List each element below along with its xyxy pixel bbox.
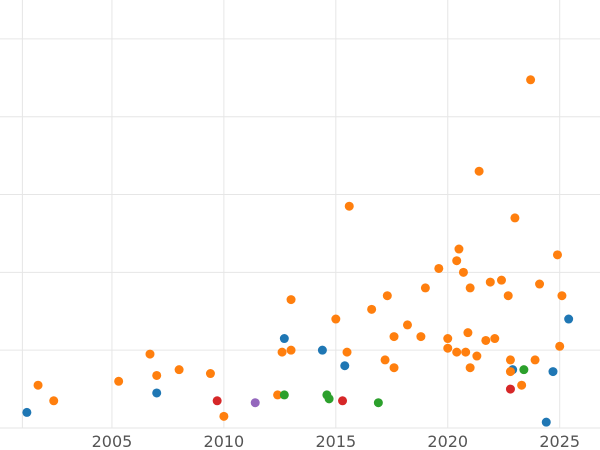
data-point-orange <box>389 363 399 373</box>
data-point-orange <box>517 380 527 390</box>
data-point-orange <box>49 396 59 406</box>
data-point-orange <box>530 355 540 365</box>
data-point-orange <box>485 277 495 287</box>
data-point-red <box>212 396 222 406</box>
data-point-orange <box>367 304 377 314</box>
data-point-orange <box>465 363 475 373</box>
x-tick-label: 2020 <box>427 432 468 450</box>
data-point-orange <box>452 256 462 266</box>
data-point-orange <box>416 332 426 342</box>
data-point-orange <box>555 341 565 351</box>
grid <box>0 0 600 429</box>
data-point-blue <box>548 367 558 377</box>
data-point-orange <box>461 347 471 357</box>
data-point-orange <box>145 349 155 359</box>
data-point-orange <box>454 244 464 254</box>
data-point-blue <box>22 407 32 417</box>
data-point-orange <box>452 347 462 357</box>
data-point-orange <box>526 75 536 85</box>
data-point-orange <box>380 355 390 365</box>
data-point-orange <box>402 320 412 330</box>
data-point-orange <box>458 267 468 277</box>
data-point-orange <box>273 390 283 400</box>
data-point-orange <box>505 355 515 365</box>
x-tick-label: 2025 <box>539 432 580 450</box>
data-point-blue <box>279 334 289 344</box>
data-point-blue <box>541 417 551 427</box>
data-point-orange <box>496 275 506 285</box>
data-points <box>22 75 574 427</box>
data-point-orange <box>535 279 545 289</box>
data-point-orange <box>503 291 513 301</box>
data-point-orange <box>481 335 491 345</box>
data-point-orange <box>463 328 473 338</box>
data-point-orange <box>344 201 354 211</box>
data-point-orange <box>443 334 453 344</box>
data-point-orange <box>472 351 482 361</box>
data-point-orange <box>434 263 444 273</box>
data-point-orange <box>205 369 215 379</box>
data-point-orange <box>277 347 287 357</box>
data-point-orange <box>286 345 296 355</box>
data-point-orange <box>114 376 124 386</box>
data-point-blue <box>317 345 327 355</box>
data-point-orange <box>557 291 567 301</box>
data-point-orange <box>474 166 484 176</box>
data-point-orange <box>490 334 500 344</box>
data-point-orange <box>505 367 515 377</box>
x-tick-label: 2010 <box>204 432 245 450</box>
data-point-blue <box>564 314 574 324</box>
x-tick-label: 2015 <box>315 432 356 450</box>
data-point-orange <box>465 283 475 293</box>
x-axis-ticks: 2005 2010 2015 2020 2025 <box>92 432 580 450</box>
data-point-orange <box>331 314 341 324</box>
data-point-green <box>324 394 334 404</box>
data-point-green <box>519 365 529 375</box>
data-point-orange <box>382 291 392 301</box>
data-point-orange <box>342 347 352 357</box>
data-point-green <box>373 398 383 408</box>
data-point-orange <box>420 283 430 293</box>
data-point-orange <box>552 250 562 260</box>
data-point-purple <box>250 398 260 408</box>
data-point-blue <box>340 361 350 371</box>
data-point-red <box>505 384 515 394</box>
data-point-orange <box>389 332 399 342</box>
data-point-green <box>279 390 289 400</box>
x-tick-label: 2005 <box>92 432 133 450</box>
data-point-orange <box>152 370 162 380</box>
data-point-orange <box>174 365 184 375</box>
data-point-orange <box>33 380 43 390</box>
data-point-orange <box>219 411 229 421</box>
data-point-orange <box>286 295 296 305</box>
data-point-orange <box>443 343 453 353</box>
data-point-blue <box>152 388 162 398</box>
data-point-orange <box>510 213 520 223</box>
data-point-red <box>338 396 348 406</box>
